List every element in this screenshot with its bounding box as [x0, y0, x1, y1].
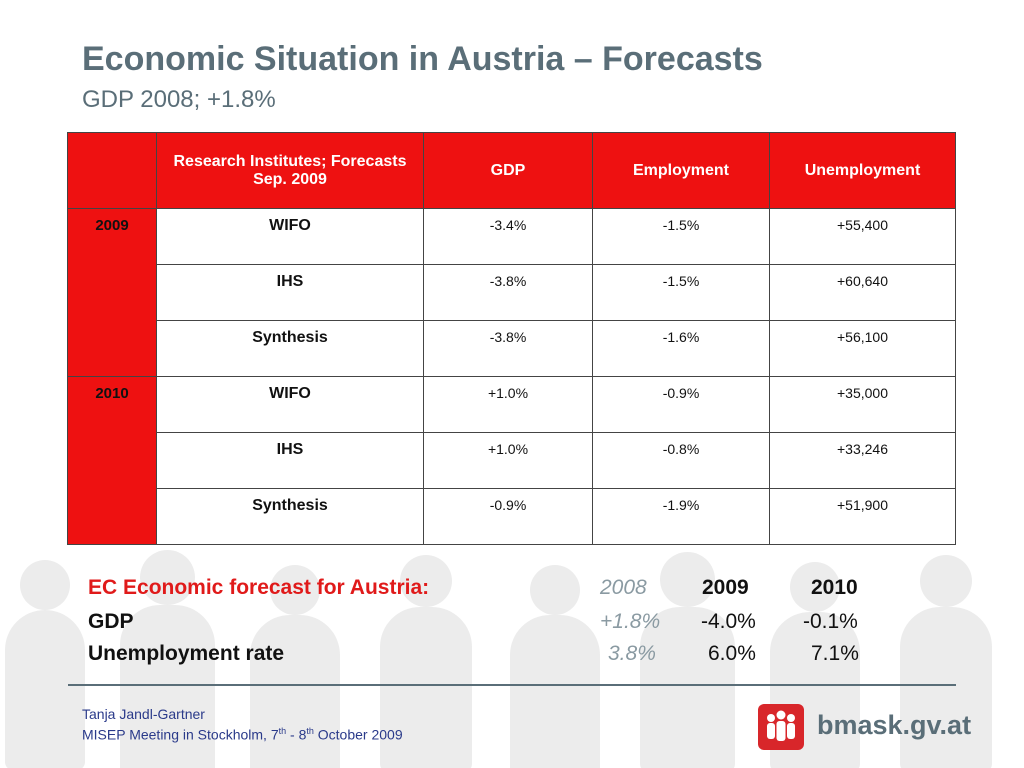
header-employment: Employment — [592, 132, 770, 209]
ec-unemployment-2009: 6.0% — [708, 642, 756, 665]
ec-gdp-2008: +1.8% — [600, 610, 661, 633]
unemployment-cell: +35,000 — [769, 376, 956, 433]
employment-cell: -1.5% — [592, 208, 770, 265]
year-cell-2009: 2009 — [67, 208, 157, 377]
ec-year-2010: 2010 — [811, 576, 858, 599]
footer-superscript: th — [278, 726, 287, 736]
employment-cell: -0.8% — [592, 432, 770, 489]
ec-gdp-2010: -0.1% — [803, 610, 858, 633]
institute-cell: Synthesis — [156, 488, 424, 545]
institute-cell: IHS — [156, 264, 424, 321]
institute-cell: Synthesis — [156, 320, 424, 377]
employment-cell: -1.5% — [592, 264, 770, 321]
ec-unemployment-2010: 7.1% — [811, 642, 859, 665]
table-row: 2009 WIFO -3.4% -1.5% +55,400 — [67, 208, 956, 377]
footer-meeting-part: October 2009 — [313, 726, 403, 743]
employment-cell: -1.9% — [592, 488, 770, 545]
ec-gdp-2009: -4.0% — [701, 610, 756, 633]
institute-cell: IHS — [156, 432, 424, 489]
footer-meeting: MISEP Meeting in Stockholm, 7th - 8th Oc… — [82, 726, 403, 743]
institute-cell: WIFO — [156, 376, 424, 433]
slide-title: Economic Situation in Austria – Forecast… — [82, 40, 763, 78]
ec-year-2009: 2009 — [702, 576, 749, 599]
ec-forecast-heading: EC Economic forecast for Austria: — [88, 576, 430, 599]
unemployment-cell: +56,100 — [769, 320, 956, 377]
table-header-row: Research Institutes; Forecasts Sep. 2009… — [67, 132, 956, 209]
unemployment-cell: +55,400 — [769, 208, 956, 265]
slide-subtitle: GDP 2008; +1.8% — [82, 86, 276, 113]
footer-superscript: th — [306, 726, 314, 736]
gdp-cell: +1.0% — [423, 432, 593, 489]
bmask-logo-icon — [758, 704, 804, 750]
institute-cell: WIFO — [156, 208, 424, 265]
unemployment-cell: +60,640 — [769, 264, 956, 321]
table-row: Synthesis -0.9% -1.9% +51,900 — [68, 488, 956, 545]
gdp-cell: -3.4% — [423, 208, 593, 265]
gdp-cell: -3.8% — [423, 264, 593, 321]
gdp-cell: +1.0% — [423, 376, 593, 433]
ec-unemployment-2008: 3.8% — [608, 642, 656, 665]
gdp-cell: -3.8% — [423, 320, 593, 377]
bmask-logo-text: bmask.gv.at — [817, 710, 972, 740]
footer-meeting-part: MISEP Meeting in Stockholm, 7 — [82, 726, 279, 743]
unemployment-cell: +51,900 — [769, 488, 956, 545]
table-row: IHS +1.0% -0.8% +33,246 — [68, 432, 956, 489]
forecast-table: Research Institutes; Forecasts Sep. 2009… — [67, 132, 956, 545]
ec-unemployment-label: Unemployment rate — [88, 642, 285, 665]
header-unemployment: Unemployment — [769, 132, 956, 209]
footer-author: Tanja Jandl-Gartner — [82, 706, 205, 722]
ec-gdp-label: GDP — [88, 610, 134, 633]
ec-year-2008: 2008 — [600, 576, 647, 599]
gdp-cell: -0.9% — [423, 488, 593, 545]
footer-divider — [68, 684, 956, 686]
employment-cell: -0.9% — [592, 376, 770, 433]
employment-cell: -1.6% — [592, 320, 770, 377]
footer-meeting-part: - 8 — [286, 726, 307, 743]
header-corner-cell — [67, 132, 157, 209]
unemployment-cell: +33,246 — [769, 432, 956, 489]
table-row: Synthesis -3.8% -1.6% +56,100 — [68, 320, 956, 377]
background-people-pattern — [0, 540, 1024, 768]
table-row: 2010 WIFO +1.0% -0.9% +35,000 — [67, 376, 956, 545]
table-row: IHS -3.8% -1.5% +60,640 — [68, 264, 956, 321]
header-institutes: Research Institutes; Forecasts Sep. 2009 — [156, 132, 424, 209]
header-gdp: GDP — [423, 132, 593, 209]
year-cell-2010: 2010 — [67, 376, 157, 545]
